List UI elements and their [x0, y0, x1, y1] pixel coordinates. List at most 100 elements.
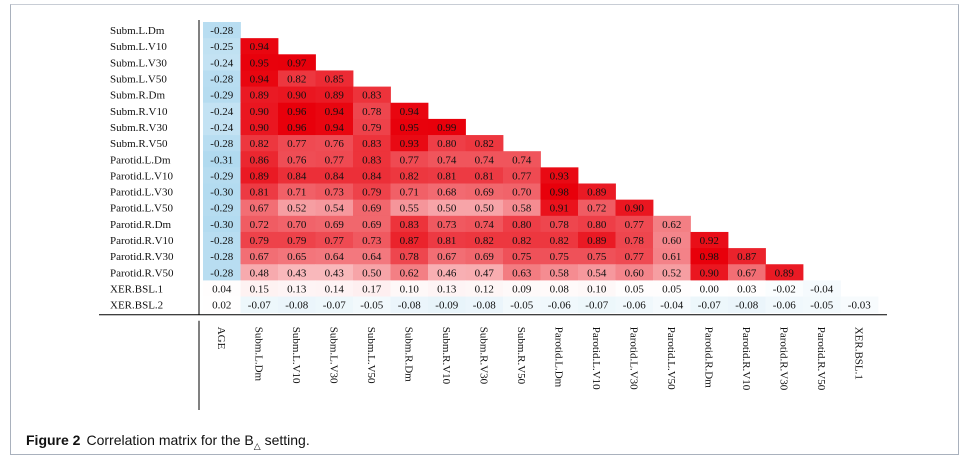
heatmap-cell — [240, 280, 279, 297]
cell-value-label: 0.02 — [212, 300, 231, 312]
heatmap-cell — [615, 280, 654, 297]
heatmap-cell — [728, 264, 766, 281]
heatmap-cell — [653, 231, 691, 249]
row-label: Subm.R.V10 — [110, 106, 168, 118]
heatmap-cell — [578, 215, 616, 233]
cell-value-label: 0.74 — [512, 154, 532, 166]
cell-value-label: 0.89 — [325, 90, 345, 102]
heatmap-cell — [615, 248, 654, 265]
cell-value-label: 0.15 — [250, 283, 270, 295]
heatmap-cell — [240, 199, 279, 217]
cell-value-label: 0.77 — [512, 170, 532, 182]
heatmap-cell — [428, 167, 466, 184]
cell-value-label: -0.07 — [698, 300, 721, 312]
heatmap-cell — [278, 118, 316, 136]
cell-value-label: -0.05 — [510, 300, 533, 312]
heatmap-cell — [278, 248, 316, 265]
cell-value-label: -0.25 — [210, 41, 233, 53]
heatmap-cell — [503, 167, 541, 184]
heatmap-cell — [203, 296, 241, 314]
cell-value-label: -0.28 — [210, 235, 233, 247]
cell-value-label: 0.90 — [287, 90, 307, 102]
row-label: XER.BSL.1 — [110, 283, 163, 295]
heatmap-cell — [353, 280, 391, 297]
cell-value-label: 0.67 — [437, 251, 457, 263]
cell-value-label: 0.94 — [325, 122, 345, 134]
cell-value-label: 0.79 — [362, 187, 382, 199]
heatmap-cell — [315, 215, 354, 233]
cell-value-label: 0.76 — [287, 154, 307, 166]
heatmap-cell — [240, 70, 279, 87]
column-label: Parotid.R.V50 — [815, 327, 827, 391]
cell-value-label: 0.08 — [550, 283, 570, 295]
heatmap-cell — [240, 118, 279, 136]
cell-value-label: 0.77 — [325, 154, 345, 166]
cell-value-label: 0.83 — [400, 219, 420, 231]
cell-value-label: 0.82 — [512, 235, 531, 247]
cell-value-label: 0.77 — [400, 154, 420, 166]
cell-value-label: 0.89 — [587, 187, 607, 199]
heatmap-cell — [315, 86, 354, 104]
heatmap-cell — [390, 135, 429, 152]
cell-value-label: 0.90 — [700, 267, 720, 279]
heatmap-cell — [240, 215, 279, 233]
heatmap-cell — [503, 199, 541, 217]
heatmap-cell — [240, 135, 279, 152]
cell-value-label: 0.62 — [662, 219, 681, 231]
cell-value-label: 0.78 — [400, 251, 420, 263]
cell-value-label: 0.75 — [550, 251, 570, 263]
heatmap-cell — [803, 280, 841, 297]
column-label: XER.BSL.1 — [852, 327, 864, 380]
figure-caption: Figure 2 Correlation matrix for the B△ se… — [26, 432, 310, 452]
cell-value-label: 0.75 — [512, 251, 532, 263]
heatmap-cell — [503, 231, 541, 249]
heatmap-cell — [203, 167, 241, 184]
cell-value-label: 0.78 — [625, 235, 645, 247]
cell-value-label: 0.99 — [437, 122, 457, 134]
heatmap-cell — [315, 199, 354, 217]
cell-value-label: 0.05 — [662, 283, 682, 295]
heatmap-cell — [390, 118, 429, 136]
heatmap-cell — [353, 167, 391, 184]
heatmap-cell — [465, 151, 504, 168]
row-label: Parotid.R.V30 — [110, 251, 174, 263]
heatmap-cell — [465, 231, 504, 249]
cell-value-label: 0.43 — [287, 267, 307, 279]
cell-value-label: -0.29 — [210, 90, 233, 102]
cell-value-label: 0.55 — [400, 203, 420, 215]
cell-value-label: 0.62 — [400, 267, 419, 279]
row-label: Parotid.L.V10 — [110, 170, 173, 182]
heatmap-cell — [353, 199, 391, 217]
heatmap-cell — [390, 296, 429, 314]
cell-value-label: 0.61 — [662, 251, 681, 263]
caption-subscript: △ — [253, 440, 261, 451]
cell-value-label: 0.73 — [325, 187, 345, 199]
cell-value-label: 0.72 — [587, 203, 606, 215]
heatmap-cell — [278, 215, 316, 233]
cell-value-label: 0.98 — [550, 187, 570, 199]
heatmap-cell — [353, 118, 391, 136]
cell-value-label: 0.77 — [625, 219, 645, 231]
heatmap-cell — [653, 264, 691, 281]
cell-value-label: 0.04 — [212, 283, 232, 295]
cell-value-label: 0.82 — [287, 74, 306, 86]
heatmap-cell — [203, 151, 241, 168]
heatmap-cell — [390, 231, 429, 249]
cell-value-label: 0.12 — [475, 283, 494, 295]
heatmap-cell — [390, 102, 429, 120]
heatmap-cell — [390, 167, 429, 184]
cell-value-label: 0.94 — [250, 41, 270, 53]
cell-value-label: 0.73 — [362, 235, 382, 247]
cell-value-label: 0.86 — [250, 154, 270, 166]
heatmap-cell — [653, 280, 691, 297]
heatmap-cell — [578, 248, 616, 265]
cell-value-label: -0.29 — [210, 170, 233, 182]
heatmap-cell — [353, 151, 391, 168]
heatmap-cell — [615, 296, 654, 314]
caption-text: Correlation matrix for the B — [86, 432, 254, 448]
cell-value-label: 0.82 — [475, 235, 494, 247]
column-label: Parotid.L.V30 — [627, 327, 639, 390]
cell-value-label: -0.28 — [210, 138, 233, 150]
cell-value-label: -0.30 — [210, 187, 233, 199]
